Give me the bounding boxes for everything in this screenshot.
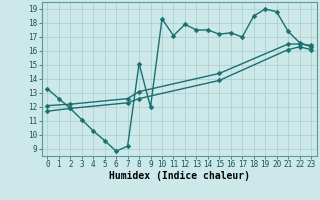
- X-axis label: Humidex (Indice chaleur): Humidex (Indice chaleur): [109, 171, 250, 181]
